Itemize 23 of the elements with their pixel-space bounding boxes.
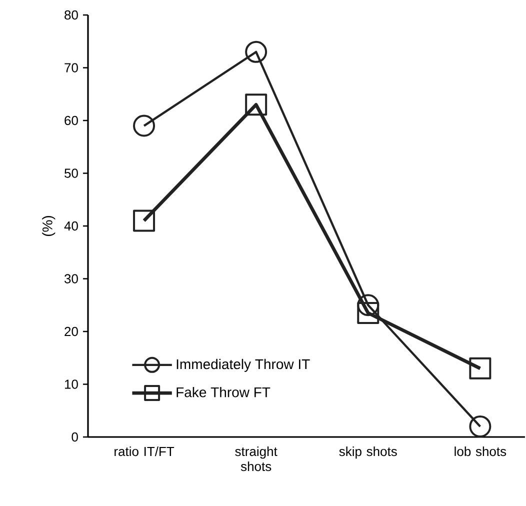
- y-tick-label: 60: [64, 116, 78, 126]
- point: [357, 302, 380, 324]
- point: [469, 357, 492, 380]
- x-tick-label: skip shots: [339, 446, 397, 459]
- y-tick-label: 0: [72, 432, 78, 442]
- y-tick-label: 70: [64, 63, 78, 72]
- y-tick-label: 10: [64, 380, 78, 389]
- point: [245, 40, 268, 63]
- x-tick-label: straight shots: [235, 446, 278, 472]
- y-tick-label: 40: [64, 221, 78, 231]
- point: [133, 114, 156, 137]
- y-tick-label: 50: [64, 168, 78, 178]
- y-tick-label: 20: [64, 326, 78, 336]
- x-tick-label: ratio IT/FT: [114, 446, 174, 456]
- point: [245, 94, 268, 116]
- y-tick-label: 80: [64, 10, 78, 20]
- y-tick-label: 30: [64, 274, 78, 284]
- point: [133, 210, 156, 232]
- legend-label: Immediately Throw IT: [176, 358, 310, 372]
- y-axis-title: (%): [42, 216, 56, 236]
- point: [469, 415, 492, 438]
- x-tick-label: lob shots: [454, 446, 506, 456]
- legend-label: Fake Throw FT: [176, 386, 270, 398]
